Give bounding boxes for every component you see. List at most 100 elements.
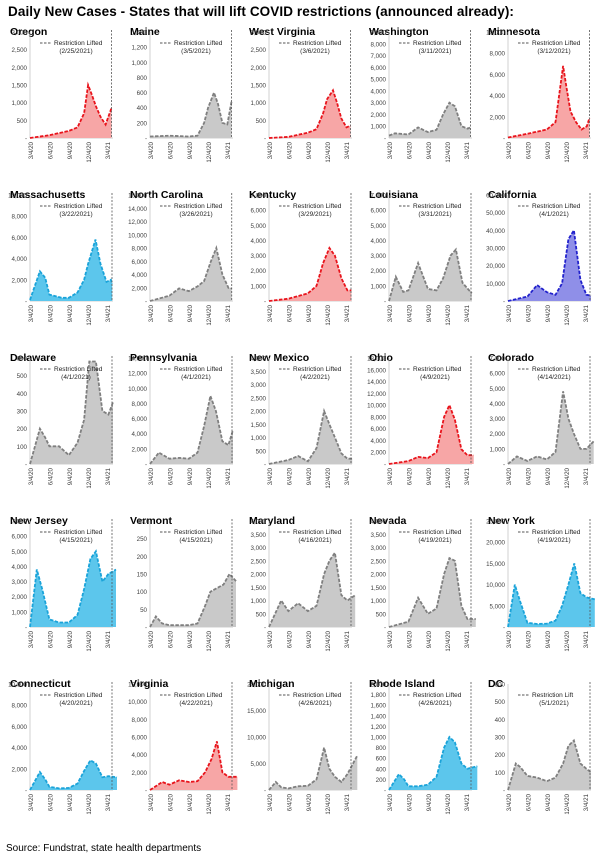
y-tick-label: 6,000 <box>370 208 386 215</box>
legend-label: Restriction Lifted <box>54 203 103 210</box>
chart-panel-5: Massachusetts - 2,000 4,000 6,000 8,000 10,000… <box>8 189 114 326</box>
y-tick-label: - <box>264 136 266 143</box>
x-tick-label: 12/4/20 <box>564 141 571 162</box>
x-tick-label: 12/4/20 <box>325 467 332 488</box>
y-tick-label: 8,000 <box>370 414 386 421</box>
daily-cases-area <box>388 249 472 301</box>
restriction-date: (4/15/2021) <box>59 537 92 544</box>
legend-label: Restriction Lifted <box>293 366 342 373</box>
y-tick-label: 6,000 <box>490 72 506 79</box>
daily-cases-area <box>30 760 117 790</box>
y-tick-label: 1,500 <box>370 585 386 592</box>
state-name: Michigan <box>249 678 295 690</box>
state-name: Minnesota <box>488 26 540 38</box>
restriction-date: (4/1/2021) <box>181 374 211 381</box>
y-tick-label: 40,000 <box>486 228 505 235</box>
x-tick-label: 12/4/20 <box>564 304 571 325</box>
x-tick-label: 9/4/20 <box>545 467 552 485</box>
x-tick-label: 3/4/21 <box>464 630 471 648</box>
y-tick-label: 200 <box>495 752 506 759</box>
y-tick-label: 200 <box>136 120 147 127</box>
x-tick-label: 3/4/21 <box>225 304 232 322</box>
y-tick-label: 2,000 <box>370 112 386 119</box>
y-tick-label: 3,000 <box>370 253 386 260</box>
x-tick-label: 6/4/20 <box>406 304 413 322</box>
legend-label: Restriction Lifted <box>532 203 581 210</box>
y-tick-label: 300 <box>136 519 147 526</box>
state-name: North Carolina <box>130 189 203 201</box>
legend-label: Restriction Lifted <box>54 40 103 47</box>
daily-cases-area <box>508 65 590 138</box>
y-tick-label: 2,000 <box>131 446 147 453</box>
y-tick-label: 1,000 <box>370 124 386 131</box>
x-tick-label: 6/4/20 <box>526 467 533 485</box>
chart-panel-14: Colorado - 1,000 2,000 3,000 4,000 5,000 6,000 7… <box>488 352 595 489</box>
y-tick-label: 2,000 <box>370 268 386 275</box>
restriction-date: (3/22/2021) <box>59 211 92 218</box>
x-tick-label: 9/4/20 <box>186 467 193 485</box>
page-title: Daily New Cases - States that will lift … <box>8 4 515 19</box>
x-tick-label: 6/4/20 <box>406 467 413 485</box>
y-tick-label: 2,000 <box>251 65 267 72</box>
y-tick-label: 300 <box>495 735 506 742</box>
seven-day-average-line <box>508 65 591 139</box>
y-tick-label: 5,000 <box>490 386 506 393</box>
x-tick-label: 6/4/20 <box>47 630 54 648</box>
y-tick-label: 2,000 <box>12 277 28 284</box>
x-tick-label: 3/4/21 <box>464 141 471 159</box>
seven-day-average-line <box>149 90 232 138</box>
restriction-date: (4/19/2021) <box>538 537 571 544</box>
y-tick-label: - <box>384 788 386 795</box>
y-tick-label: 14,000 <box>128 356 147 363</box>
x-tick-label: 6/4/20 <box>287 793 294 811</box>
y-tick-label: 8,000 <box>131 717 147 724</box>
y-tick-label: 1,000 <box>251 435 267 442</box>
y-tick-label: 8,000 <box>490 51 506 58</box>
state-name: Pennsylvania <box>130 352 197 364</box>
y-tick-label: 15,000 <box>486 561 505 568</box>
x-tick-label: 6/4/20 <box>526 304 533 322</box>
y-tick-label: 4,000 <box>370 238 386 245</box>
x-tick-label: 6/4/20 <box>47 793 54 811</box>
x-tick-label: 9/4/20 <box>306 793 313 811</box>
y-tick-label: - <box>384 625 386 632</box>
chart-panel-19: New York - 5,000 10,000 15,000 20,000 25,000 3/… <box>486 515 596 652</box>
seven-day-average-line <box>507 738 592 791</box>
y-tick-label: - <box>384 462 386 469</box>
y-tick-label: 20,000 <box>486 263 505 270</box>
x-tick-label: 3/4/21 <box>344 304 351 322</box>
x-tick-label: 12/4/20 <box>86 304 93 325</box>
x-tick-label: 6/4/20 <box>406 630 413 648</box>
x-tick-label: 3/4/20 <box>148 304 155 322</box>
y-tick-label: - <box>264 299 266 306</box>
restriction-date: (3/6/2021) <box>300 48 330 55</box>
y-tick-label: 100 <box>136 589 147 596</box>
y-tick-label: 600 <box>17 356 28 363</box>
legend-label: Restriction Lifted <box>532 366 581 373</box>
y-tick-label: - <box>503 625 505 632</box>
y-tick-label: 1,000 <box>251 283 267 290</box>
restriction-date: (4/2/2021) <box>300 374 330 381</box>
y-tick-label: 400 <box>136 105 147 112</box>
daily-cases-area <box>149 574 236 627</box>
y-tick-label: - <box>503 788 505 795</box>
y-tick-label: 5,000 <box>490 603 506 610</box>
x-tick-label: 12/4/20 <box>564 793 571 814</box>
y-tick-label: - <box>25 299 27 306</box>
y-tick-label: 9,000 <box>370 30 386 37</box>
legend-label: Restriction Lifted <box>293 203 342 210</box>
restriction-date: (4/20/2021) <box>59 700 92 707</box>
restriction-date: (3/31/2021) <box>418 211 451 218</box>
y-tick-label: 10,000 <box>486 30 505 37</box>
restriction-date: (4/14/2021) <box>538 374 571 381</box>
y-tick-label: - <box>503 136 505 143</box>
y-tick-label: 1,600 <box>370 703 386 710</box>
chart-panel-12: New Mexico - 500 1,000 1,500 2,000 2,500 3,000 3… <box>249 352 353 489</box>
restriction-date: (4/26/2021) <box>299 700 332 707</box>
x-tick-label: 3/4/21 <box>344 467 351 485</box>
chart-panel-3: Washington - 1,000 2,000 3,000 4,000 5,000 6,00… <box>369 26 472 163</box>
x-tick-label: 3/4/21 <box>344 630 351 648</box>
y-tick-label: 16,000 <box>367 367 386 374</box>
y-tick-label: 5,000 <box>370 223 386 230</box>
chart-panel-20: Connecticut - 2,000 4,000 6,000 8,000 10,000 3/… <box>8 678 118 815</box>
